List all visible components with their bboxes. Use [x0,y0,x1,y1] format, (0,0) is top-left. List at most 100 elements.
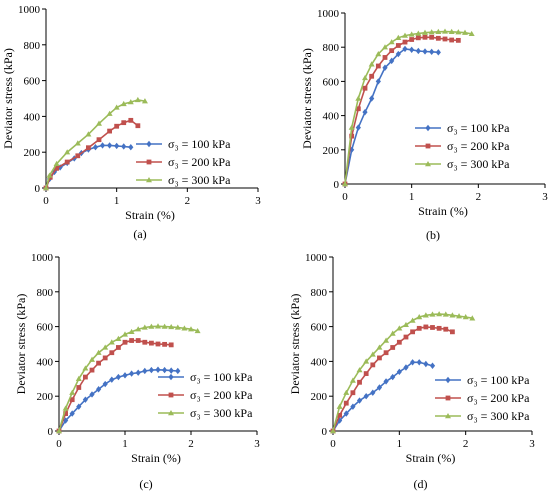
legend: σ₃ = 100 kPa σ₃ = 200 kPa σ₃ = 300 kPa [415,121,510,171]
data-point [96,137,102,143]
data-point [462,29,468,35]
data-point [108,339,115,345]
data-point [389,57,395,65]
data-point [403,334,409,340]
data-point [375,51,382,57]
legend-marker [445,413,451,419]
series-line [344,36,459,185]
data-point [99,142,106,149]
data-point [382,55,388,60]
legend: σ₃ = 100 kPa σ₃ = 200 kPa σ₃ = 300 kPa [136,137,231,187]
data-point [442,28,448,34]
data-point [390,373,396,381]
data-point [85,131,92,137]
legend-label: σ₃ = 300 kPa [190,406,253,420]
panel-label: (d) [414,477,428,491]
data-point [410,329,415,335]
data-point [383,337,390,343]
panel-label: (b) [426,228,440,242]
legend: σ₃ = 100 kPa σ₃ = 200 kPa σ₃ = 300 kPa [435,373,530,423]
data-point [102,355,108,361]
data-point [155,366,161,373]
data-point [408,31,415,37]
data-point [357,379,362,385]
data-point [389,48,395,54]
y-tick-label: 0 [334,179,340,191]
data-point [429,362,436,369]
data-point [348,124,355,130]
data-point [395,43,401,48]
data-point [128,117,134,123]
series-line [332,313,473,432]
data-point [174,324,181,330]
data-point [368,61,375,67]
x-tick-label: 1 [409,191,415,203]
data-point [121,120,127,126]
data-point [422,34,428,40]
legend-label: σ₃ = 300 kPa [168,173,231,187]
y-tick-label: 400 [323,111,340,123]
data-point [362,74,368,81]
data-point [122,372,128,379]
data-point [415,47,421,55]
data-point [53,160,60,167]
data-point [142,367,148,375]
data-point [375,63,381,69]
x-tick-label: 0 [56,438,62,450]
data-point [435,49,441,56]
legend-marker [425,124,431,132]
data-point [363,371,369,376]
series-3 [56,323,201,434]
data-point [129,370,135,377]
series-2 [56,338,174,434]
data-point [350,403,356,410]
data-point [102,380,108,388]
data-point [363,358,370,364]
data-point [422,312,429,318]
legend-marker [445,395,451,401]
y-tick-label: 1000 [18,4,41,16]
y-axis-label: Deviator stress (kPa) [288,294,302,395]
series-3 [342,28,475,187]
x-axis-label: Strain (%) [418,204,468,218]
data-point [456,313,463,319]
data-point [343,410,349,417]
data-point [423,360,429,368]
data-point [141,324,148,330]
data-point [362,85,368,91]
data-point [115,335,122,341]
data-point [349,377,356,383]
x-tick-label: 3 [255,195,261,207]
data-point [102,344,109,350]
data-point [349,133,355,139]
y-tick-label: 1000 [31,252,54,264]
legend: σ₃ = 100 kPa σ₃ = 200 kPa σ₃ = 300 kPa [158,370,253,420]
series-1 [342,45,441,188]
y-tick-label: 0 [48,426,54,438]
chart-panel-b: 0 200 400 600 800 1000 0 1 2 3 Strain (%) Deviator … [300,8,548,242]
data-point [395,34,402,40]
data-point [370,389,376,396]
data-point [135,338,141,343]
series-1 [330,359,436,435]
data-point [107,128,112,134]
data-point [337,417,343,424]
x-tick-label: 1 [122,438,128,450]
data-point [396,339,402,345]
data-point [69,389,76,395]
data-point [416,359,422,366]
y-tick-label: 200 [323,145,340,157]
data-point [395,50,401,58]
data-point [161,323,168,329]
data-point [449,312,456,318]
data-point [442,311,449,317]
data-point [116,345,121,350]
data-point [410,359,416,366]
data-point [92,143,99,151]
x-tick-label: 3 [529,438,535,450]
legend-marker [168,410,174,416]
data-point [370,362,376,368]
data-point [449,37,455,43]
data-point [416,325,422,331]
data-point [450,329,455,335]
